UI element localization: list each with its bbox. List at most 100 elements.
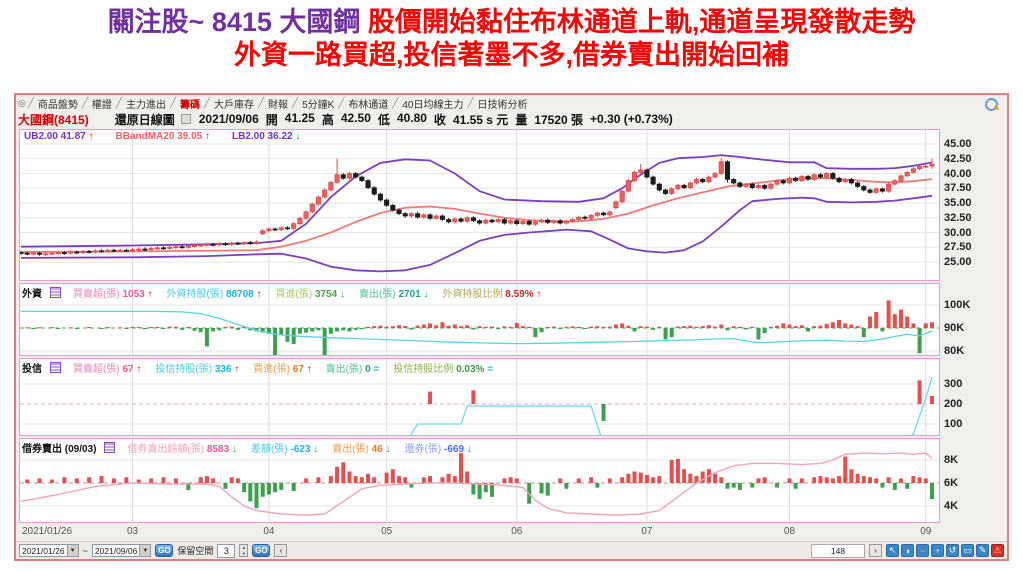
date-from-select[interactable]: 2021/01/26 ▼: [19, 544, 79, 557]
lending-panel-title: 借券賣出 (09/03): [22, 444, 97, 455]
ohlc-value: 40.80: [396, 110, 427, 125]
direction-arrow-icon: ↓: [292, 131, 301, 142]
foreign-field: 買進(張) 3754 ↓: [276, 285, 345, 300]
field-value: -669: [444, 444, 465, 455]
field-label: 賣出(張): [359, 289, 399, 300]
tilde-label: ~: [82, 545, 88, 556]
x-axis-tick: 04: [263, 526, 275, 537]
foreign-field: 外資持股(張) 88708 ↑: [166, 285, 261, 300]
field-value: -623: [290, 444, 311, 455]
tab-separator: ╱: [338, 97, 345, 109]
lending-field: 還券(張) -669 ↓: [405, 440, 472, 455]
y-axis-tick: 300: [944, 378, 963, 390]
field-value: 336: [214, 364, 232, 375]
y-axis-tick: 27.50: [944, 241, 972, 254]
tab-separator: ╱: [169, 97, 176, 109]
headline: 關注股~ 8415 大國鋼 股價開始黏住布林通道上軌,通道呈現發散走勢 外資一路…: [0, 6, 1023, 72]
trust-field: 投信持股比例 0.03% =: [393, 360, 493, 375]
tab-separator: ╱: [27, 97, 34, 109]
scroll-back-button[interactable]: ‹: [274, 544, 288, 557]
go-button[interactable]: GO: [155, 544, 174, 557]
alert-bell-icon[interactable]: ⚠: [991, 544, 1004, 557]
field-value: 3754: [314, 289, 338, 300]
bottom-control-bar: 2021/01/26 ▼ ~ 2021/09/06 ▼ GO 保留空間 3 ▲ ▼…: [16, 541, 1007, 559]
trust-panel-header: 投信 買賣超(張) 67 ↑ 投信持股(張) 336 ↑ 買進(張) 67 ↑ 賣出(…: [22, 360, 507, 375]
tab-主力進出[interactable]: 主力進出: [125, 99, 166, 111]
window-icon: ◎: [18, 97, 26, 108]
magnifier-icon[interactable]: [985, 98, 998, 111]
scroll-forward-button[interactable]: ›: [869, 544, 882, 557]
field-label: 借券賣出餘額(張): [127, 444, 207, 455]
direction-arrow-icon: ↑: [533, 289, 542, 300]
direction-arrow-icon: ↑: [253, 289, 262, 300]
field-value: 0: [365, 364, 371, 375]
stock-name: 大國鋼(8415): [18, 112, 89, 127]
tab-separator: ╱: [203, 97, 211, 109]
y-axis-tick: 6K: [944, 477, 959, 489]
trust-field: 賣出(張) 0 =: [326, 360, 380, 375]
chevron-down-icon[interactable]: ▼: [139, 545, 151, 556]
tab-商品盤勢[interactable]: 商品盤勢: [37, 99, 78, 111]
trust-field: 買賣超(張) 67 ↑: [73, 360, 141, 375]
undo-icon[interactable]: ↺: [946, 544, 959, 557]
menu-grid-icon[interactable]: [50, 287, 61, 298]
field-label: 投信持股比例: [393, 364, 457, 375]
foreign-field: 外資持股比例 8.59% ↑: [443, 285, 542, 300]
date-to-select[interactable]: 2021/09/06 ▼: [91, 544, 152, 557]
tab-5分鐘K[interactable]: 5分鐘K: [302, 99, 335, 111]
ohlc-label: 開: [265, 112, 278, 127]
y-axis-tick: 30.00: [944, 226, 972, 239]
ohlc-label: 高: [321, 112, 334, 127]
lending-field: 借券賣出餘額(張) 8583 ↓: [127, 440, 236, 455]
chart-type-icon[interactable]: [180, 114, 191, 124]
y-axis-tick: 40.00: [944, 167, 972, 180]
tab-財報[interactable]: 財報: [268, 99, 289, 111]
x-axis-tick: 07: [641, 526, 653, 537]
ohlc-label: 低: [377, 112, 390, 127]
direction-arrow-icon: ↓: [310, 444, 319, 455]
field-value: 0.03%: [456, 364, 485, 375]
field-label: 賣出(張): [332, 444, 372, 455]
foreign-field: 賣出(張) 2701 ↓: [359, 285, 428, 300]
x-axis-tick: 05: [381, 526, 393, 537]
go-button-2[interactable]: GO: [252, 544, 271, 557]
tab-separator: ╱: [258, 97, 265, 109]
minus-icon[interactable]: −: [916, 544, 929, 557]
field-value: 46: [371, 444, 383, 455]
x-axis-tick: 09: [920, 526, 932, 537]
indicator-LB2.00: LB2.00 36.22 ↓: [232, 131, 300, 142]
tab-權證[interactable]: 權證: [91, 99, 112, 111]
indicator-BBandMA20: BBandMA20 39.05 ↑: [116, 131, 210, 142]
direction-arrow-icon: ↑: [231, 364, 240, 375]
y-axis-tick: 32.50: [944, 211, 972, 224]
menu-grid-icon[interactable]: [50, 362, 61, 373]
y-axis-tick: 100K: [944, 299, 971, 311]
headline-stock: 關注股~ 8415 大國鋼: [107, 7, 361, 37]
field-value: 88708: [225, 289, 254, 300]
contrast-icon[interactable]: ◑: [901, 544, 914, 557]
cursor-icon[interactable]: ↖: [886, 544, 899, 557]
tab-籌碼[interactable]: 籌碼: [179, 99, 200, 111]
field-label: 投信持股(張): [155, 364, 215, 375]
y-axis-tick: 45.00: [944, 138, 972, 150]
keep-space-label: 保留空間: [177, 546, 214, 556]
tab-40日均線主力[interactable]: 40日均線主力: [402, 99, 464, 111]
chevron-down-icon[interactable]: ▼: [66, 545, 78, 556]
direction-arrow-icon: =: [484, 364, 494, 375]
tab-日技術分析[interactable]: 日技術分析: [477, 99, 528, 111]
foreign-field: 買賣超(張) 1053 ↑: [73, 285, 152, 300]
rect-select-icon[interactable]: ▭: [961, 544, 974, 557]
indicator-text: LB2.00 36.22: [231, 131, 293, 142]
keep-space-stepper[interactable]: ▲ ▼: [239, 544, 249, 557]
plus-icon[interactable]: +: [931, 544, 944, 557]
tab-separator: ╱: [292, 97, 299, 109]
field-label: 外資持股(張): [166, 289, 226, 300]
field-label: 外資持股比例: [442, 289, 506, 300]
tab-布林通道[interactable]: 布林通道: [348, 99, 389, 111]
ohlc-label: 收: [433, 112, 446, 127]
menu-grid-icon[interactable]: [104, 442, 116, 453]
keep-space-input[interactable]: 3: [217, 543, 236, 558]
tab-大戶庫存[interactable]: 大戶庫存: [214, 99, 255, 111]
pen-icon[interactable]: ✎: [976, 544, 989, 557]
